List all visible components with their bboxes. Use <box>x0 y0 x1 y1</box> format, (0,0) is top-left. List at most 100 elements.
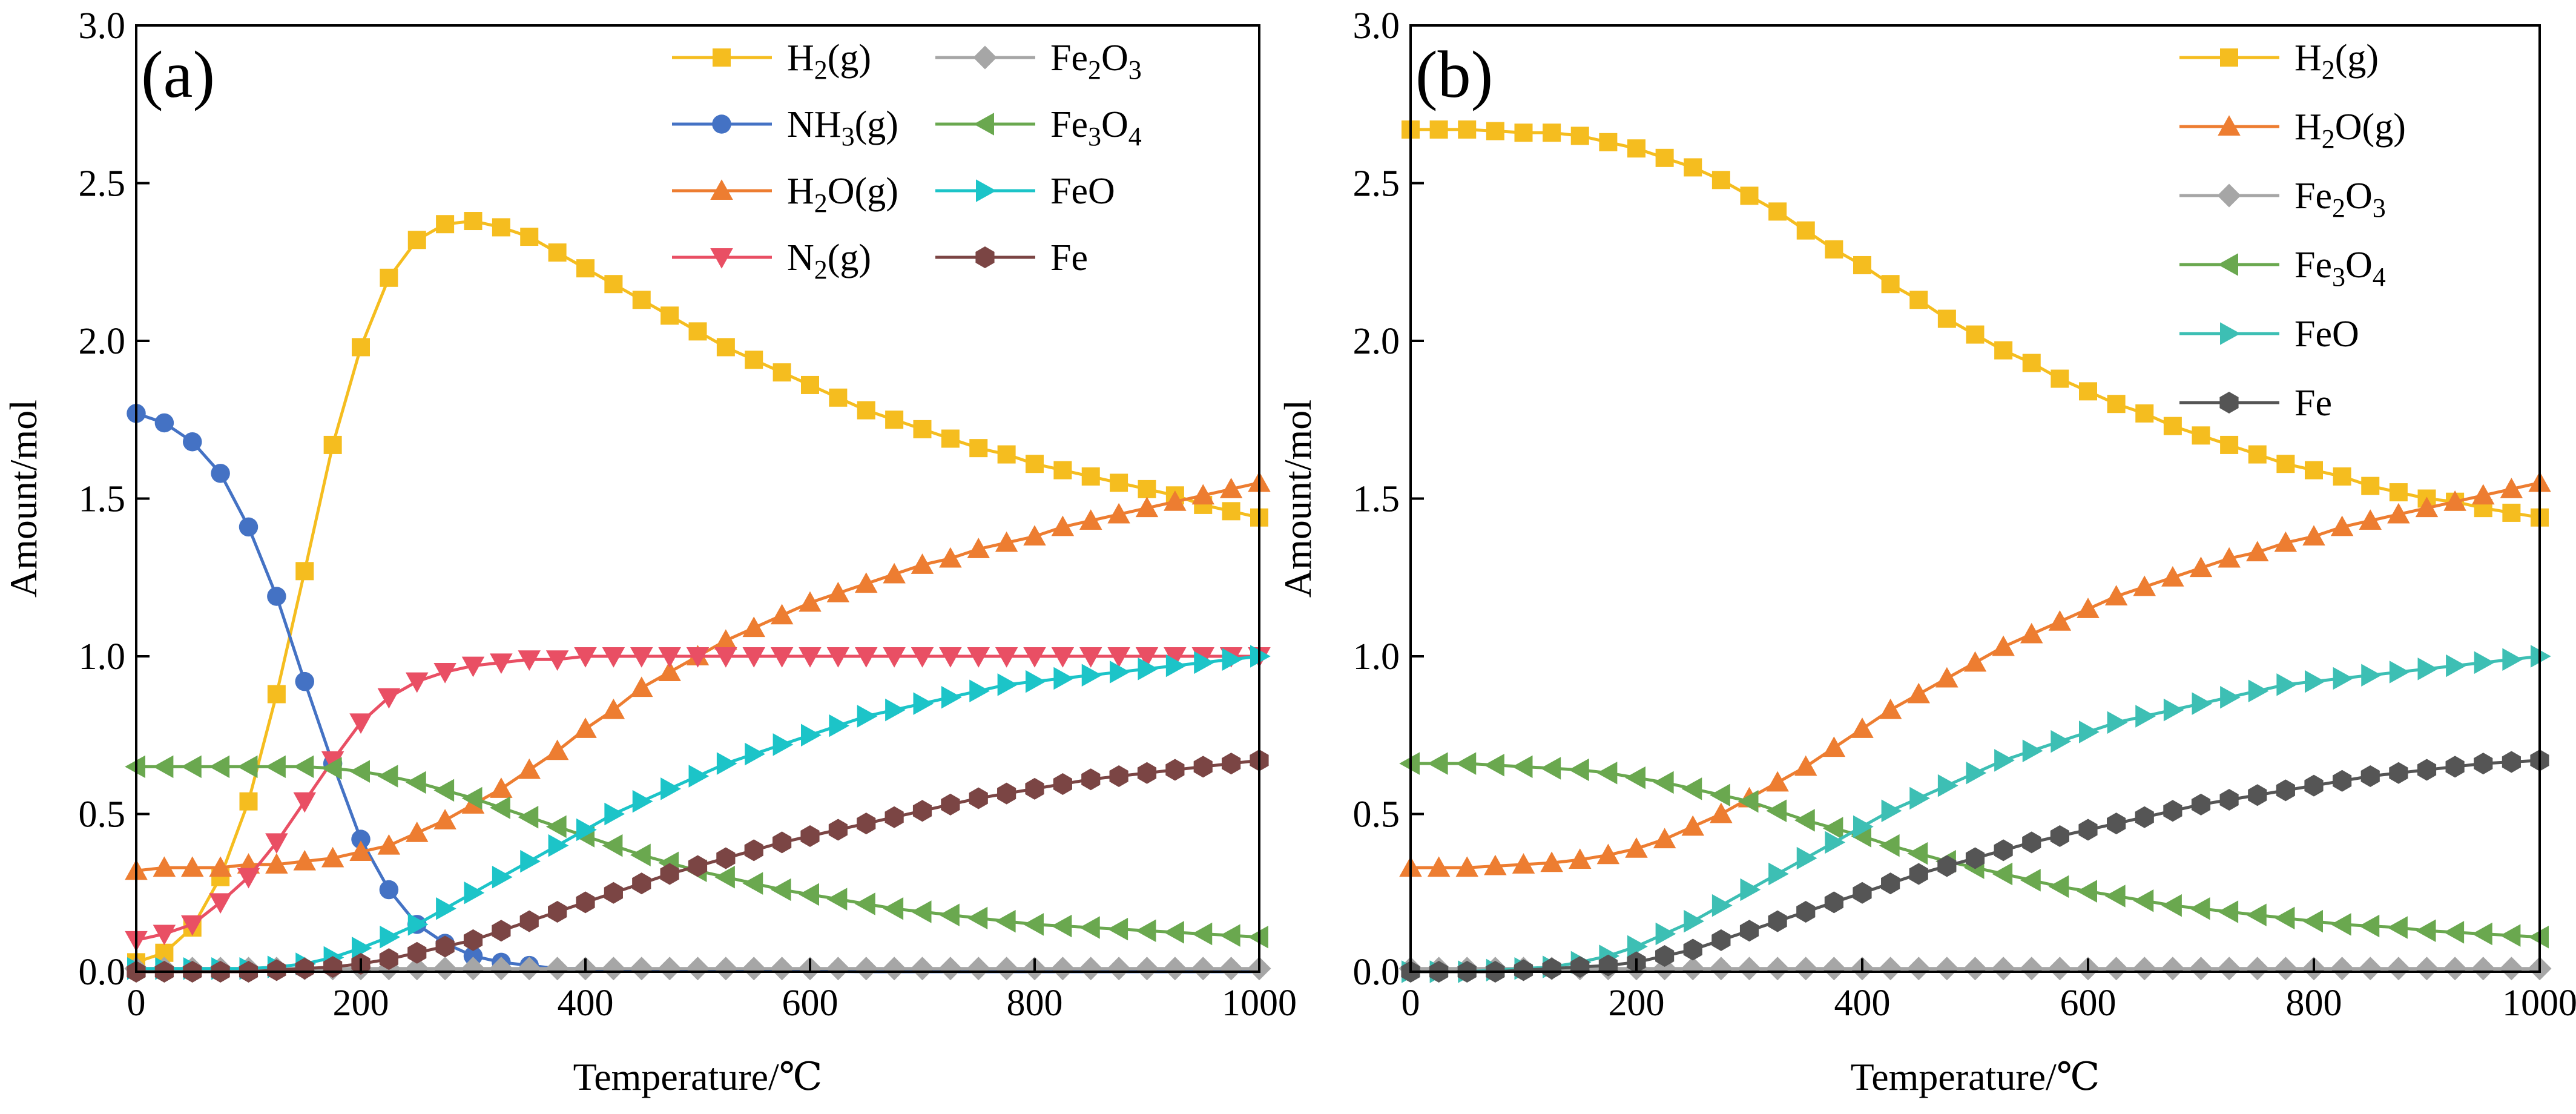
data-point <box>2077 880 2097 903</box>
data-point <box>997 445 1016 464</box>
y-tick-label: 3.0 <box>79 5 126 47</box>
data-point <box>1542 957 1561 980</box>
data-point <box>435 935 455 958</box>
data-point <box>1796 846 1817 870</box>
data-point <box>2360 765 2380 787</box>
data-point <box>2077 598 2100 618</box>
data-point <box>2020 869 2041 892</box>
data-point <box>855 892 875 915</box>
data-point <box>1455 752 1477 775</box>
data-point <box>293 792 316 813</box>
data-point <box>883 562 906 584</box>
data-point <box>2417 759 2437 781</box>
legend-subscript: 2 <box>814 55 828 85</box>
series-h2-g- <box>127 212 1268 972</box>
data-point <box>545 650 569 671</box>
data-point <box>2361 664 2382 687</box>
legend-subscript: 3 <box>2373 193 2386 223</box>
data-point <box>2192 426 2210 445</box>
data-point <box>405 957 429 981</box>
data-point <box>2499 957 2523 981</box>
data-point <box>1994 839 2013 862</box>
legend-subscript: 2 <box>2322 124 2335 154</box>
data-point <box>1135 919 1156 943</box>
data-point <box>1079 916 1100 939</box>
legend-label: H2(g) <box>2294 38 2379 85</box>
legend-marker <box>973 113 994 136</box>
data-point <box>379 948 398 971</box>
legend-item: H2O(g) <box>672 171 898 218</box>
data-point <box>2246 541 2269 562</box>
data-point <box>2387 916 2408 939</box>
data-point <box>744 839 763 862</box>
data-point <box>714 865 735 889</box>
data-point <box>1879 834 1900 857</box>
data-point <box>1051 647 1075 668</box>
y-tick-label: 1.0 <box>1353 636 1400 677</box>
legend-subscript: 2 <box>814 188 828 218</box>
legend-item: Fe <box>2179 383 2332 424</box>
data-point <box>1909 291 1928 309</box>
data-point <box>1219 924 1240 947</box>
data-point <box>1540 757 1561 780</box>
data-point <box>2246 903 2267 926</box>
data-point <box>1907 682 1930 704</box>
data-point <box>1655 944 1675 967</box>
data-point <box>265 755 286 779</box>
data-point <box>1135 647 1159 668</box>
data-point <box>1765 957 1790 981</box>
data-point <box>2417 658 2439 681</box>
data-point <box>2107 812 2126 835</box>
data-point <box>1710 783 1730 806</box>
data-point <box>969 679 990 703</box>
data-point <box>1625 766 1645 789</box>
data-point <box>492 920 511 942</box>
data-point <box>2248 784 2267 806</box>
data-point <box>826 957 850 981</box>
data-point <box>939 647 962 668</box>
data-point <box>1596 762 1618 785</box>
data-point <box>2217 957 2241 981</box>
legend-text: (g) <box>828 237 871 278</box>
data-point <box>1138 658 1159 681</box>
data-point <box>1484 753 1504 777</box>
data-point <box>688 765 710 788</box>
data-point <box>1053 461 1072 480</box>
data-point <box>1135 957 1159 981</box>
data-point <box>293 849 316 871</box>
data-point <box>407 913 429 936</box>
data-point <box>2189 897 2210 920</box>
data-point <box>772 363 791 382</box>
data-point <box>1992 862 2013 886</box>
data-point <box>1937 855 1957 877</box>
data-point <box>2389 762 2408 784</box>
data-point <box>800 825 820 847</box>
data-point <box>885 410 904 429</box>
data-point <box>1222 648 1243 671</box>
y-tick-label: 1.0 <box>79 636 126 677</box>
data-point <box>714 629 737 650</box>
legend-label: Fe3O4 <box>2294 245 2386 292</box>
data-point <box>716 847 736 869</box>
data-point <box>237 755 258 779</box>
data-point <box>2107 395 2126 414</box>
data-point <box>1596 843 1620 865</box>
data-point <box>1822 817 1843 840</box>
data-point <box>1163 957 1187 981</box>
data-point <box>602 647 625 668</box>
data-point <box>939 903 960 926</box>
data-point <box>2273 957 2298 981</box>
legend-text: O <box>1101 104 1128 145</box>
data-point <box>1540 851 1563 872</box>
data-point <box>969 787 988 809</box>
data-point <box>2104 585 2128 606</box>
data-point <box>686 957 710 981</box>
data-point <box>1222 753 1241 775</box>
data-point <box>1107 503 1130 524</box>
data-point <box>660 306 679 325</box>
data-point <box>2220 435 2239 454</box>
data-point <box>716 338 735 357</box>
data-point <box>969 439 988 458</box>
legend-text: Fe <box>2294 383 2332 424</box>
data-point <box>2302 525 2325 546</box>
